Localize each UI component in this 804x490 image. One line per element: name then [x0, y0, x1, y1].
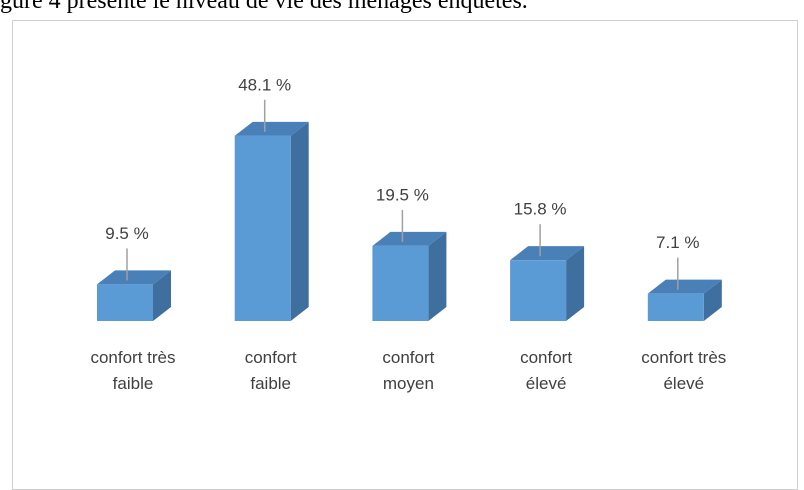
x-tick-label: confort faible	[244, 348, 297, 393]
page-text: gure 4 présente le niveau de vie des mén…	[0, 0, 528, 14]
bar-side	[703, 279, 722, 321]
data-label: 7.1 %	[656, 233, 699, 252]
x-tick-label: confort moyen	[382, 348, 435, 393]
bar-side	[153, 270, 171, 321]
bar-side	[290, 121, 309, 321]
bar-top	[510, 246, 585, 261]
data-label: 19.5 %	[376, 185, 429, 204]
x-tick-label: confort très élevé	[641, 348, 727, 393]
x-tick-label: confort très faible	[90, 348, 176, 393]
bar-top	[647, 279, 722, 294]
data-label: 9.5 %	[105, 224, 148, 243]
bar-top	[97, 270, 171, 285]
bar-side	[566, 246, 585, 321]
bar	[234, 135, 291, 321]
bar-top	[234, 121, 309, 136]
bar-side	[428, 231, 447, 321]
data-label: 48.1 %	[238, 75, 291, 94]
bar-top	[372, 231, 447, 246]
bar	[372, 245, 429, 321]
bar	[97, 284, 153, 321]
x-tick-label: confort élevé	[520, 348, 573, 393]
data-label: 15.8 %	[514, 200, 567, 219]
chart: 9.5 % 48.1 % 19.5 % 15.8 % 7.1 %	[97, 75, 722, 321]
bar	[510, 260, 567, 321]
bar	[647, 293, 704, 321]
